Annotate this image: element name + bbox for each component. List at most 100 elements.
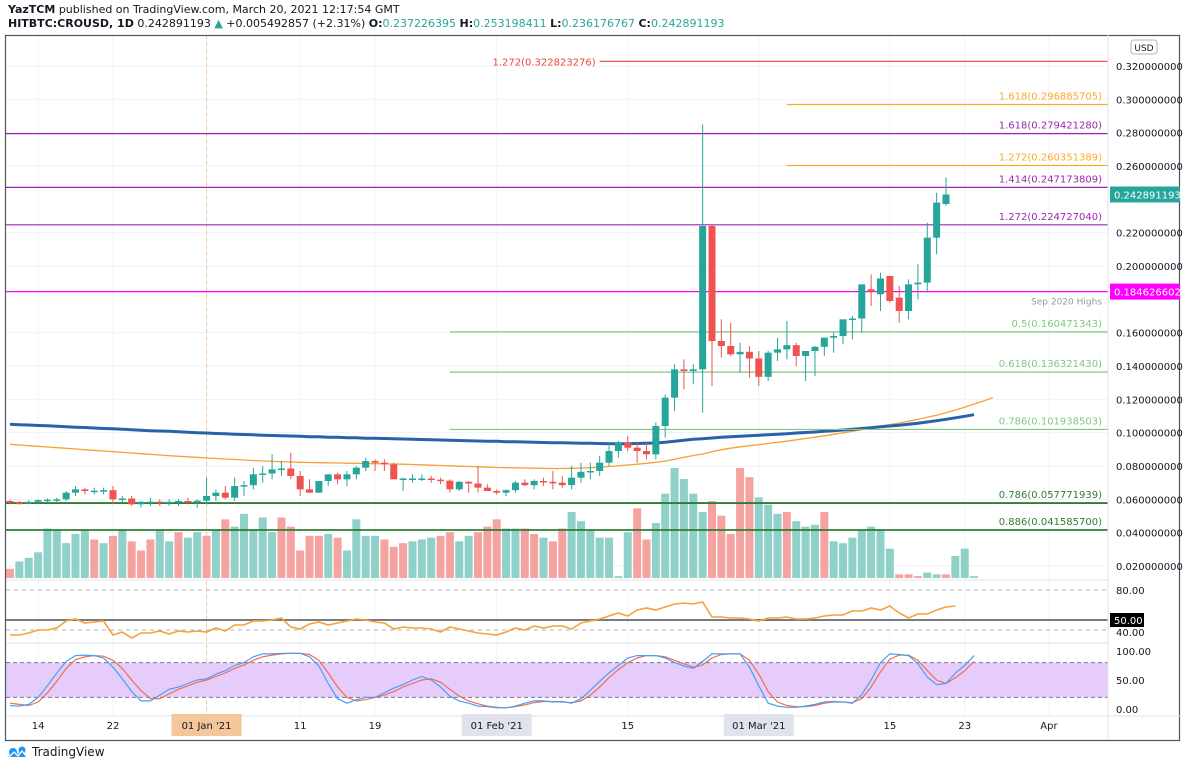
- candle-body: [437, 479, 445, 482]
- fib-label: 1.272(0.224727040): [999, 212, 1102, 223]
- fib-label: 1.272(0.322823276): [492, 57, 595, 68]
- volume-bar: [165, 541, 174, 578]
- volume-bar: [99, 543, 108, 578]
- volume-bar: [352, 519, 361, 578]
- price-tick: 0.080000000: [1116, 462, 1183, 473]
- price-tick: 0.320000000: [1116, 62, 1183, 73]
- candle-body: [156, 501, 164, 504]
- low-value: 0.236176767: [561, 17, 635, 30]
- ma-100-line: [9, 397, 994, 470]
- candle-body: [483, 487, 491, 492]
- candle-body: [53, 499, 61, 501]
- sep-highs-label: Sep 2020 Highs: [1031, 298, 1102, 308]
- date-tick: 01 Mar '21: [732, 721, 785, 732]
- candle-body: [474, 483, 482, 488]
- candle-body: [193, 500, 201, 503]
- candle-body: [34, 500, 42, 502]
- volume-bar: [380, 539, 389, 578]
- price-tick: 0.040000000: [1116, 529, 1183, 540]
- candle-body: [895, 297, 903, 312]
- volume-bar: [736, 468, 745, 578]
- candle-body: [221, 492, 229, 498]
- candle-body: [390, 464, 398, 480]
- date-tick: 01 Jan '21: [182, 721, 232, 732]
- tradingview-cloud-icon: [8, 746, 27, 758]
- date-tick: 14: [32, 721, 45, 732]
- author-name[interactable]: YazTCM: [8, 3, 56, 16]
- candle-body: [15, 502, 23, 505]
- ma-200-line: [9, 413, 975, 446]
- candle-body: [540, 481, 548, 483]
- volume-bar: [108, 535, 117, 578]
- volume-bar: [464, 535, 473, 578]
- volume-bar: [923, 572, 932, 578]
- volume-bar: [202, 535, 211, 578]
- volume-bar: [90, 539, 99, 578]
- volume-bar: [913, 576, 922, 578]
- volume-bar: [782, 512, 791, 578]
- volume-bar: [80, 530, 89, 578]
- date-tick: 11: [294, 721, 307, 732]
- volume-bar: [530, 534, 539, 578]
- candle-body: [81, 489, 89, 492]
- open-value: 0.237226395: [382, 17, 456, 30]
- volume-bar: [942, 574, 950, 578]
- low-label: L:: [550, 17, 562, 30]
- candle-body: [240, 485, 248, 487]
- date-highlight: [723, 714, 794, 736]
- candle-body: [408, 478, 416, 481]
- volume-bar: [43, 528, 52, 578]
- candle-body: [165, 501, 173, 504]
- last-price-tag-bg: [1110, 186, 1180, 203]
- volume-bar: [567, 512, 576, 578]
- publish-info: YazTCM published on TradingView.com, Mar…: [8, 3, 400, 16]
- up-arrow-icon: ▲: [214, 17, 223, 30]
- fib-label: 1.618(0.296885705): [999, 92, 1102, 103]
- volume-bar: [155, 530, 164, 578]
- volume-bar: [52, 530, 61, 578]
- stoch-k-line: [9, 652, 975, 709]
- volume-bar: [839, 543, 848, 578]
- date-tick: 22: [107, 721, 120, 732]
- volume-bar: [586, 530, 595, 578]
- candle-body: [858, 284, 866, 319]
- fib-label: 1.618(0.279421280): [999, 121, 1102, 132]
- candle-body: [530, 481, 538, 486]
- volume-bar: [605, 537, 614, 578]
- candle-body: [137, 501, 145, 505]
- volume-bar: [867, 526, 876, 578]
- candle-body: [446, 480, 454, 490]
- tradingview-brand[interactable]: TradingView: [32, 745, 105, 759]
- volume-bar: [277, 517, 286, 578]
- volume-bar: [932, 574, 941, 578]
- fib-label: 1.272(0.260351389): [999, 152, 1102, 163]
- date-tick: 01 Feb '21: [471, 721, 523, 732]
- price-tick: 0.120000000: [1116, 395, 1183, 406]
- rsi-mid-tag: 50.00: [1114, 616, 1143, 627]
- candle-body: [792, 345, 800, 357]
- fib-label: 0.618(0.136321430): [999, 359, 1102, 370]
- volume-bar: [614, 576, 623, 578]
- candle-body: [465, 481, 473, 484]
- volume-bar: [71, 534, 80, 578]
- candle-body: [334, 474, 342, 480]
- volume-bar: [324, 534, 333, 578]
- volume-bar: [633, 508, 642, 578]
- candle-body: [923, 237, 931, 283]
- volume-bar: [726, 534, 735, 578]
- volume-bar: [174, 532, 183, 578]
- candle-body: [493, 491, 501, 493]
- date-tick: 15: [883, 721, 896, 732]
- candle-body: [727, 346, 735, 355]
- candle-body: [699, 226, 707, 370]
- close-label: C:: [638, 17, 651, 30]
- moving-averages: [9, 397, 994, 470]
- price-tick: 0.140000000: [1116, 362, 1183, 373]
- stoch-tick: 100.00: [1116, 647, 1151, 658]
- rsi-tick: 40.00: [1116, 628, 1145, 639]
- candle-body: [455, 481, 463, 490]
- volume-bar: [642, 539, 651, 578]
- volume-bar: [474, 532, 482, 578]
- candle-body: [268, 469, 276, 474]
